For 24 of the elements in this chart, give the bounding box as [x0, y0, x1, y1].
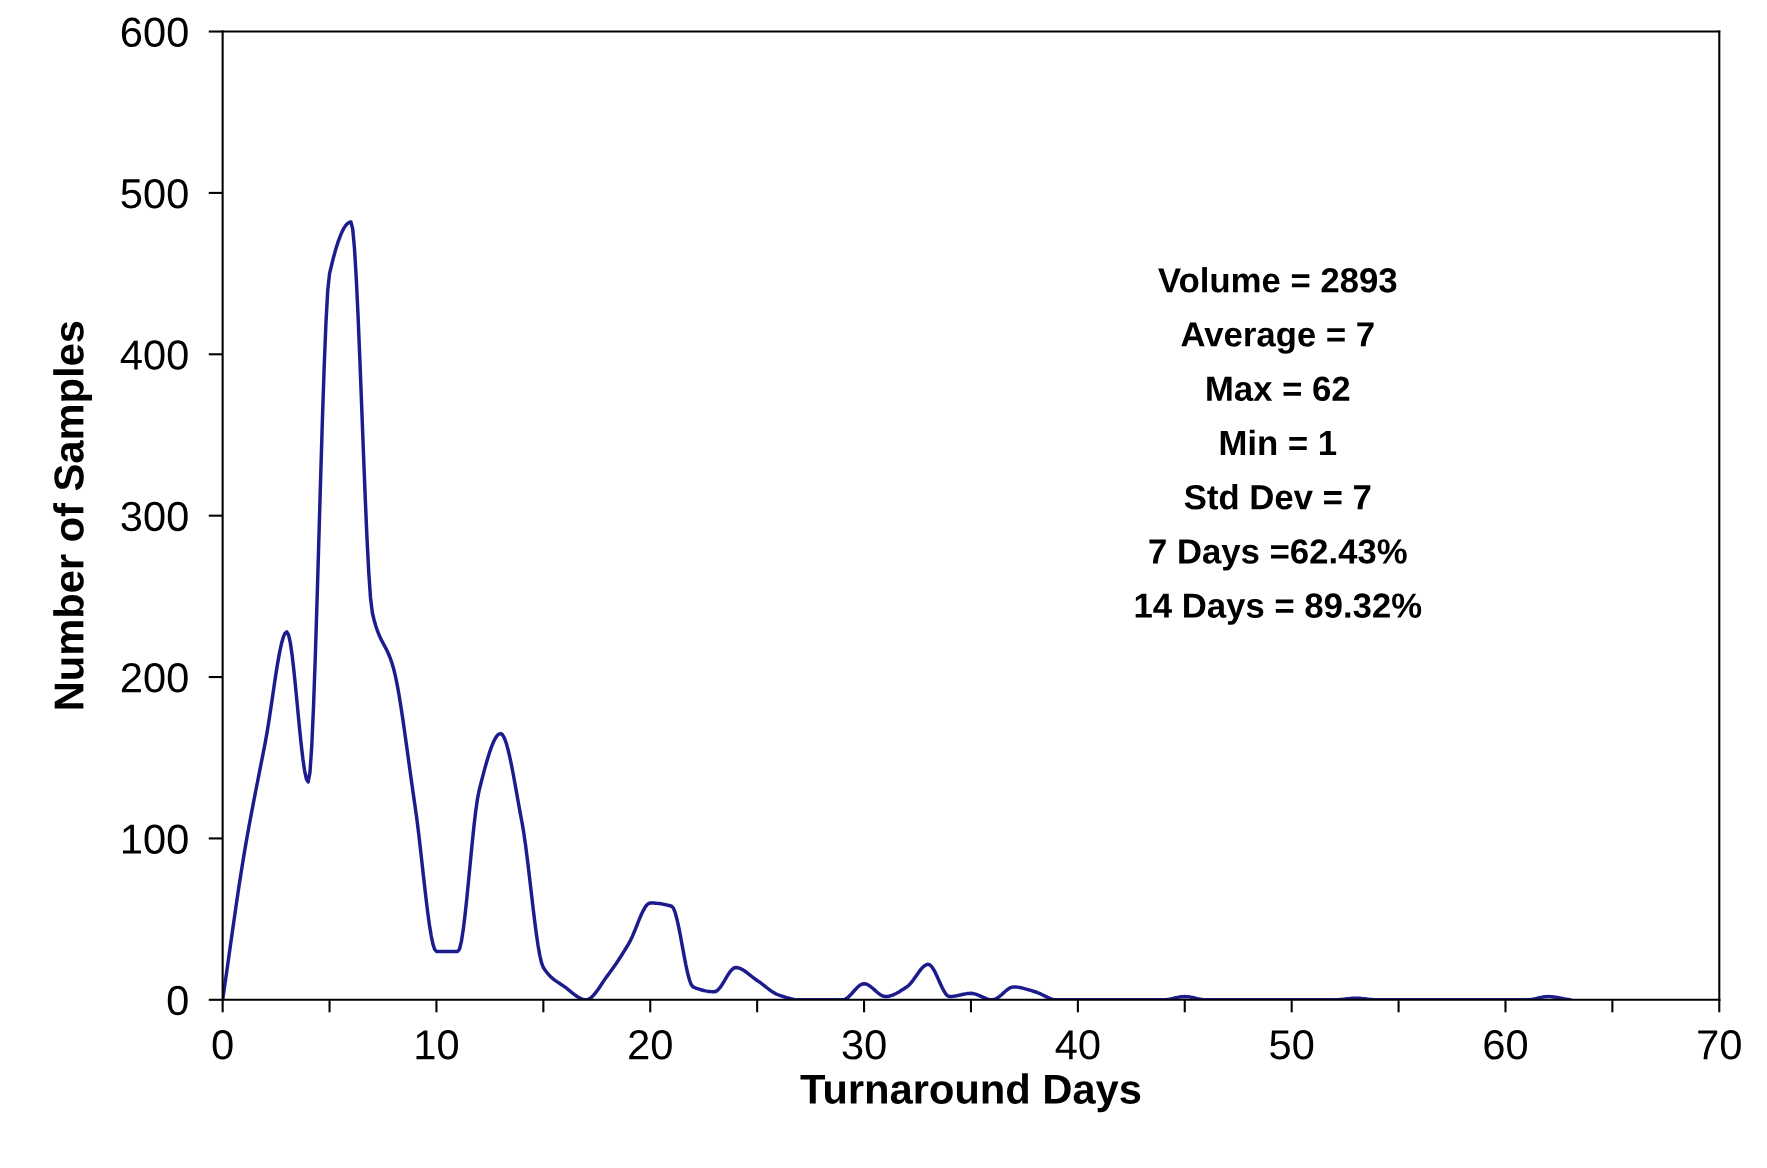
y-tick-label: 100 — [122, 824, 188, 854]
y-tick-label: 0 — [167, 985, 188, 1016]
annotation: Std Dev = 7 — [1184, 484, 1371, 510]
x-tick-label: 30 — [842, 1030, 886, 1060]
x-tick-label: 50 — [1270, 1030, 1314, 1060]
x-tick-label: 40 — [1055, 1030, 1100, 1060]
y-axis-title: Number of Samples — [53, 321, 93, 709]
y-tick-label: 300 — [121, 501, 188, 532]
annotation: 14 Days = 89.32% — [1135, 593, 1422, 625]
annotation: Min = 1 — [1220, 429, 1337, 455]
annotation: Average = 7 — [1181, 322, 1374, 354]
annotation: Max = 62 — [1207, 376, 1350, 402]
x-tick-label: 20 — [629, 1030, 672, 1060]
x-axis-title: Turnaround Days — [800, 1073, 1141, 1113]
x-tick-label: 70 — [1698, 1030, 1741, 1060]
y-tick-label: 200 — [121, 663, 188, 693]
y-tick-label: 400 — [120, 340, 188, 370]
x-tick-label: 0 — [212, 1030, 233, 1060]
x-tick-label: 10 — [416, 1030, 458, 1060]
x-tick-label: 60 — [1484, 1030, 1528, 1060]
annotation: 7 Days =62.43% — [1149, 539, 1407, 571]
y-tick-label: 500 — [121, 178, 188, 209]
annotation: Volume = 2893 — [1158, 267, 1397, 293]
y-tick-label: 600 — [121, 17, 188, 48]
